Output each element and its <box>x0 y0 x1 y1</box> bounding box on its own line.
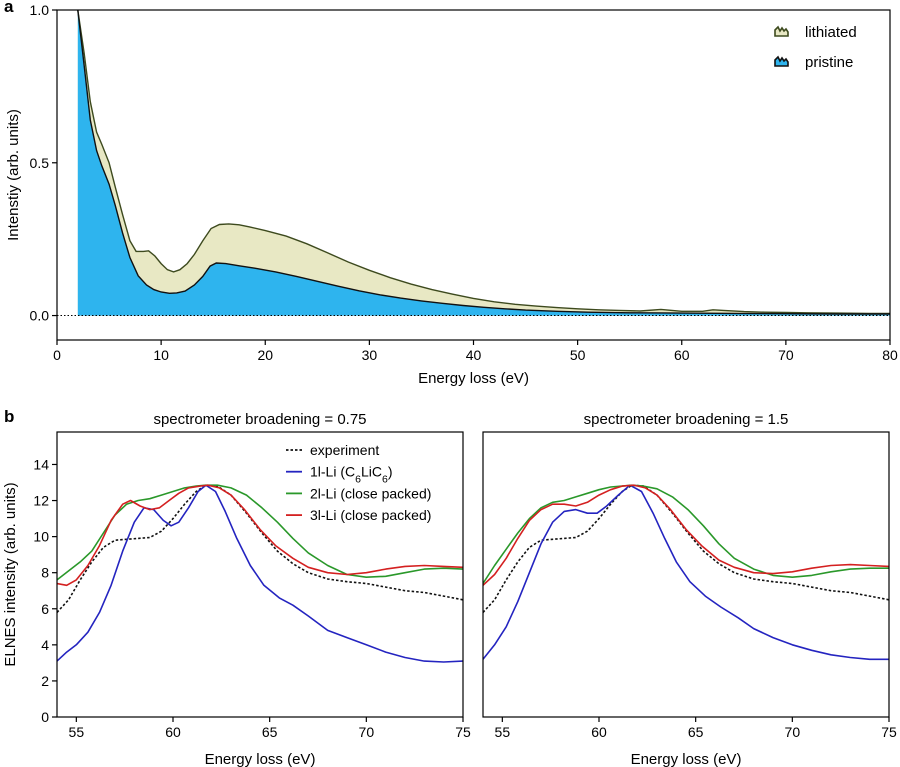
x-tick-label: 60 <box>674 347 690 363</box>
x-axis-label: Energy loss (eV) <box>205 751 316 767</box>
y-tick-label: 1.0 <box>30 2 50 18</box>
legend-label-3: 3l-Li (close packed) <box>310 507 431 523</box>
legend-label-0: experiment <box>310 442 379 458</box>
series-line-1 <box>483 484 889 661</box>
x-tick-label: 65 <box>688 724 704 740</box>
x-tick-label: 10 <box>153 347 169 363</box>
plot-frame <box>56 431 464 718</box>
x-tick-label: 70 <box>778 347 794 363</box>
chart-title: spectrometer broadening = 1.5 <box>584 411 789 428</box>
y-tick-label: 4 <box>41 637 49 653</box>
y-tick-label: 0 <box>41 709 49 725</box>
y-tick-label: 14 <box>33 456 49 472</box>
y-tick-label: 6 <box>41 601 49 617</box>
x-tick-label: 55 <box>69 724 85 740</box>
y-axis-label: ELNES intensity (arb. units) <box>2 482 19 666</box>
x-tick-label: 70 <box>359 724 375 740</box>
x-tick-label: 70 <box>785 724 801 740</box>
plot-frame <box>482 431 890 718</box>
x-axis-label: Energy loss (eV) <box>631 751 742 767</box>
area-fill-lithiated <box>77 10 890 316</box>
x-tick-label: 0 <box>53 347 61 363</box>
y-tick-label: 10 <box>33 529 49 545</box>
y-axis-label: Intenstiy (arb. units) <box>5 109 22 241</box>
x-tick-label: 80 <box>882 347 898 363</box>
legend-label-2: 2l-Li (close packed) <box>310 485 431 501</box>
x-tick-label: 60 <box>165 724 181 740</box>
area-edge-lithiated <box>77 10 890 315</box>
chart-panel-0: 0 10 20 30 40 50 60 70 80 0.0 0.5 1.0 Energy loss (e… <box>4 0 898 387</box>
y-tick-label: 8 <box>41 565 49 581</box>
panel-label: a <box>4 0 14 16</box>
legend: experiment 1l-Li (C6LiC6)2l-Li (close pac… <box>286 442 431 523</box>
y-tick-label: 12 <box>33 493 49 509</box>
chart-panel-2: 55 60 65 70 75 Energy loss (eV) spectrometer b… <box>482 411 897 767</box>
series-line-0 <box>483 484 889 613</box>
series-line-0 <box>57 484 463 613</box>
x-axis-label: Energy loss (eV) <box>418 370 529 387</box>
area-edge-pristine <box>77 10 890 315</box>
series-line-3 <box>57 484 463 587</box>
plot-area <box>483 484 889 661</box>
y-tick-label: 0.5 <box>30 155 50 171</box>
legend-swatch-pristine <box>774 55 789 67</box>
x-tick-label: 40 <box>466 347 482 363</box>
legend-label-1: 1l-Li (C6LiC6) <box>310 464 393 486</box>
series-line-3 <box>483 484 889 586</box>
plot-area <box>57 10 890 317</box>
y-tick-label: 0.0 <box>30 308 50 324</box>
x-tick-label: 50 <box>570 347 586 363</box>
x-tick-label: 20 <box>257 347 273 363</box>
y-tick-label: 2 <box>41 673 49 689</box>
x-tick-label: 55 <box>495 724 511 740</box>
legend-label-pristine: pristine <box>805 54 853 71</box>
x-tick-label: 65 <box>262 724 278 740</box>
x-tick-label: 60 <box>591 724 607 740</box>
series-line-1 <box>57 484 463 663</box>
legend: lithiated pristine <box>774 24 857 71</box>
chart-title: spectrometer broadening = 0.75 <box>153 411 366 428</box>
series-line-2 <box>483 484 889 584</box>
plot-area <box>57 484 463 663</box>
legend-swatch-lithiated <box>774 25 789 37</box>
x-tick-label: 75 <box>455 724 471 740</box>
x-tick-label: 75 <box>881 724 897 740</box>
chart-panel-1: 55 60 65 70 75 0 2 4 6 8 10 12 14 Energy loss (eV) ELN… <box>2 407 471 767</box>
legend-label-lithiated: lithiated <box>805 24 857 41</box>
x-tick-label: 30 <box>362 347 378 363</box>
panel-label: b <box>4 407 14 426</box>
